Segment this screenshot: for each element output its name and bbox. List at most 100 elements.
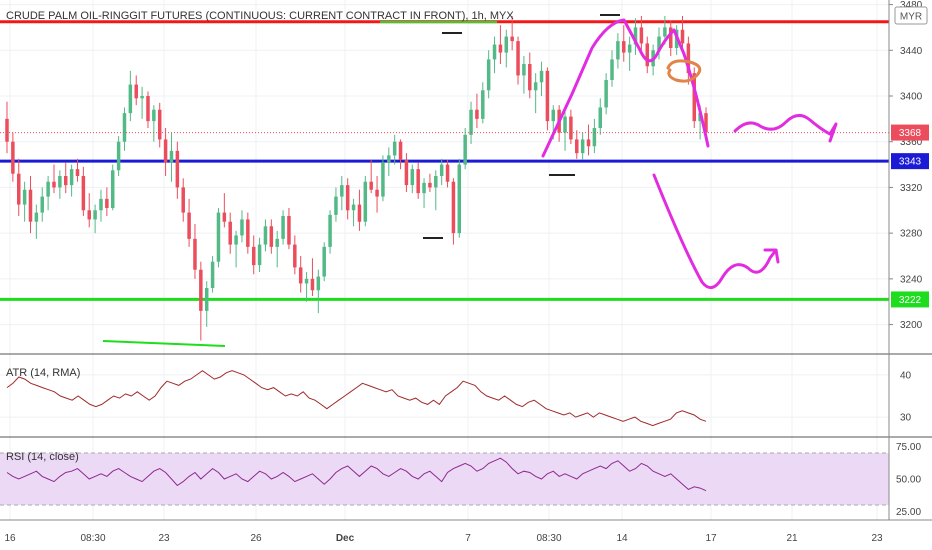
candle[interactable]	[539, 61, 544, 96]
candle[interactable]	[34, 204, 39, 239]
candle[interactable]	[310, 258, 315, 296]
candle[interactable]	[340, 176, 344, 211]
candle[interactable]	[428, 173, 432, 192]
candle[interactable]	[140, 86, 144, 119]
candle[interactable]	[410, 164, 415, 194]
candle[interactable]	[475, 93, 479, 128]
candle[interactable]	[533, 73, 538, 114]
candle[interactable]	[63, 162, 68, 194]
candle[interactable]	[639, 16, 644, 51]
candle[interactable]	[598, 98, 603, 135]
candle[interactable]	[451, 178, 456, 245]
candle[interactable]	[622, 25, 626, 62]
candle[interactable]	[228, 212, 232, 254]
candle[interactable]	[504, 29, 509, 68]
candle[interactable]	[392, 134, 397, 165]
candle[interactable]	[110, 164, 115, 211]
candle[interactable]	[398, 139, 403, 170]
candle[interactable]	[586, 124, 591, 156]
candle[interactable]	[416, 162, 420, 199]
candle[interactable]	[375, 176, 379, 213]
candle[interactable]	[545, 67, 550, 131]
rsi-pane[interactable]	[0, 452, 889, 506]
candle[interactable]	[22, 181, 27, 222]
candle[interactable]	[93, 204, 97, 234]
candle[interactable]	[604, 73, 608, 115]
candle[interactable]	[492, 36, 497, 74]
candle[interactable]	[169, 132, 174, 182]
candle[interactable]	[187, 198, 191, 247]
candle[interactable]	[105, 187, 109, 216]
candle[interactable]	[17, 158, 21, 216]
candle[interactable]	[52, 164, 56, 194]
candle[interactable]	[498, 25, 503, 64]
candle[interactable]	[563, 107, 567, 151]
candle[interactable]	[575, 130, 579, 159]
candle[interactable]	[510, 16, 514, 51]
candle[interactable]	[275, 230, 279, 268]
candle[interactable]	[616, 33, 620, 69]
candle[interactable]	[445, 160, 450, 188]
candle[interactable]	[269, 219, 274, 254]
candle[interactable]	[669, 20, 673, 56]
candle[interactable]	[592, 118, 597, 154]
candle[interactable]	[481, 82, 485, 124]
candle[interactable]	[363, 176, 368, 227]
candle[interactable]	[516, 36, 520, 85]
candle[interactable]	[287, 208, 291, 250]
candle[interactable]	[216, 208, 221, 268]
candle[interactable]	[46, 176, 50, 211]
candle[interactable]	[281, 210, 285, 245]
candle[interactable]	[680, 16, 685, 51]
candle[interactable]	[627, 36, 632, 71]
candle[interactable]	[469, 101, 473, 144]
candle[interactable]	[175, 141, 180, 199]
candle[interactable]	[351, 198, 356, 227]
candle[interactable]	[404, 153, 409, 192]
candle[interactable]	[633, 18, 638, 55]
candle[interactable]	[193, 224, 197, 279]
candle[interactable]	[204, 281, 209, 327]
rsi-axis[interactable]: 25.00 50.00 75.00	[896, 442, 921, 518]
candle[interactable]	[645, 36, 650, 74]
candle[interactable]	[439, 158, 444, 186]
candle[interactable]	[569, 109, 573, 144]
candle[interactable]	[152, 105, 156, 142]
candle[interactable]	[99, 189, 103, 222]
candle[interactable]	[381, 155, 385, 202]
candle[interactable]	[387, 147, 391, 176]
candle[interactable]	[463, 128, 467, 170]
candle[interactable]	[181, 178, 185, 222]
candle[interactable]	[58, 170, 62, 199]
candle[interactable]	[11, 132, 15, 182]
candle[interactable]	[81, 166, 86, 216]
candle[interactable]	[522, 56, 526, 94]
candle[interactable]	[528, 52, 532, 99]
candle[interactable]	[87, 193, 91, 228]
candle[interactable]	[357, 189, 362, 231]
currency-badge[interactable]: MYR	[894, 6, 928, 25]
atr-axis[interactable]: 30 40	[900, 370, 912, 423]
candle[interactable]	[122, 107, 127, 151]
candle[interactable]	[263, 219, 268, 252]
candle[interactable]	[157, 102, 162, 148]
candle[interactable]	[75, 158, 80, 182]
candle[interactable]	[369, 160, 373, 194]
candle[interactable]	[69, 164, 74, 197]
price-axis[interactable]: 3200 3240 3280 3320 3360 3400 3440 3480 3368 3343…	[889, 0, 929, 331]
candle[interactable]	[610, 50, 614, 87]
candle[interactable]	[246, 212, 250, 254]
candle[interactable]	[116, 136, 121, 176]
price-pane[interactable]	[0, 0, 889, 520]
candle[interactable]	[322, 242, 326, 282]
candle[interactable]	[134, 75, 138, 106]
candle[interactable]	[199, 261, 203, 341]
candle[interactable]	[345, 178, 350, 220]
candle[interactable]	[240, 210, 244, 243]
candle[interactable]	[222, 193, 227, 228]
candle[interactable]	[28, 176, 33, 234]
atr-pane[interactable]	[0, 370, 889, 427]
candle[interactable]	[5, 101, 9, 154]
candle[interactable]	[128, 70, 133, 122]
